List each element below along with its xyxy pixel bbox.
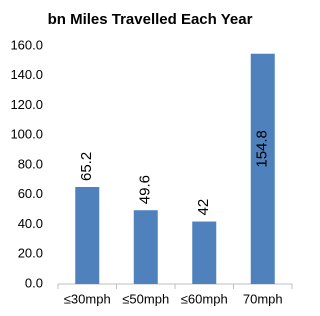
- y-tick-label: 80.0: [18, 156, 43, 171]
- y-tick-label: 0.0: [25, 275, 43, 290]
- x-tick-label: 70mph: [243, 291, 283, 306]
- x-tick-label: ≤50mph: [122, 291, 169, 306]
- y-tick-label: 40.0: [18, 216, 43, 231]
- bar: [192, 221, 217, 284]
- chart: bn Miles Travelled Each Year 0.0 20.0 40.0…: [10, 11, 293, 306]
- y-tick-label: 20.0: [18, 246, 43, 261]
- data-label: 42: [195, 199, 212, 216]
- data-label: 49.6: [137, 175, 154, 204]
- chart-title: bn Miles Travelled Each Year: [48, 11, 253, 28]
- y-tick-label: 160.0: [10, 37, 43, 52]
- bar: [133, 210, 158, 284]
- bar: [75, 187, 100, 284]
- y-tick-label: 120.0: [10, 97, 43, 112]
- x-tick-label: ≤30mph: [64, 291, 111, 306]
- bar: [250, 53, 275, 284]
- data-label: 154.8: [254, 130, 271, 168]
- y-tick-label: 60.0: [18, 186, 43, 201]
- y-tick-label: 100.0: [10, 127, 43, 142]
- data-label: 65.2: [78, 152, 95, 181]
- x-tick-label: ≤60mph: [181, 291, 228, 306]
- y-tick-label: 140.0: [10, 67, 43, 82]
